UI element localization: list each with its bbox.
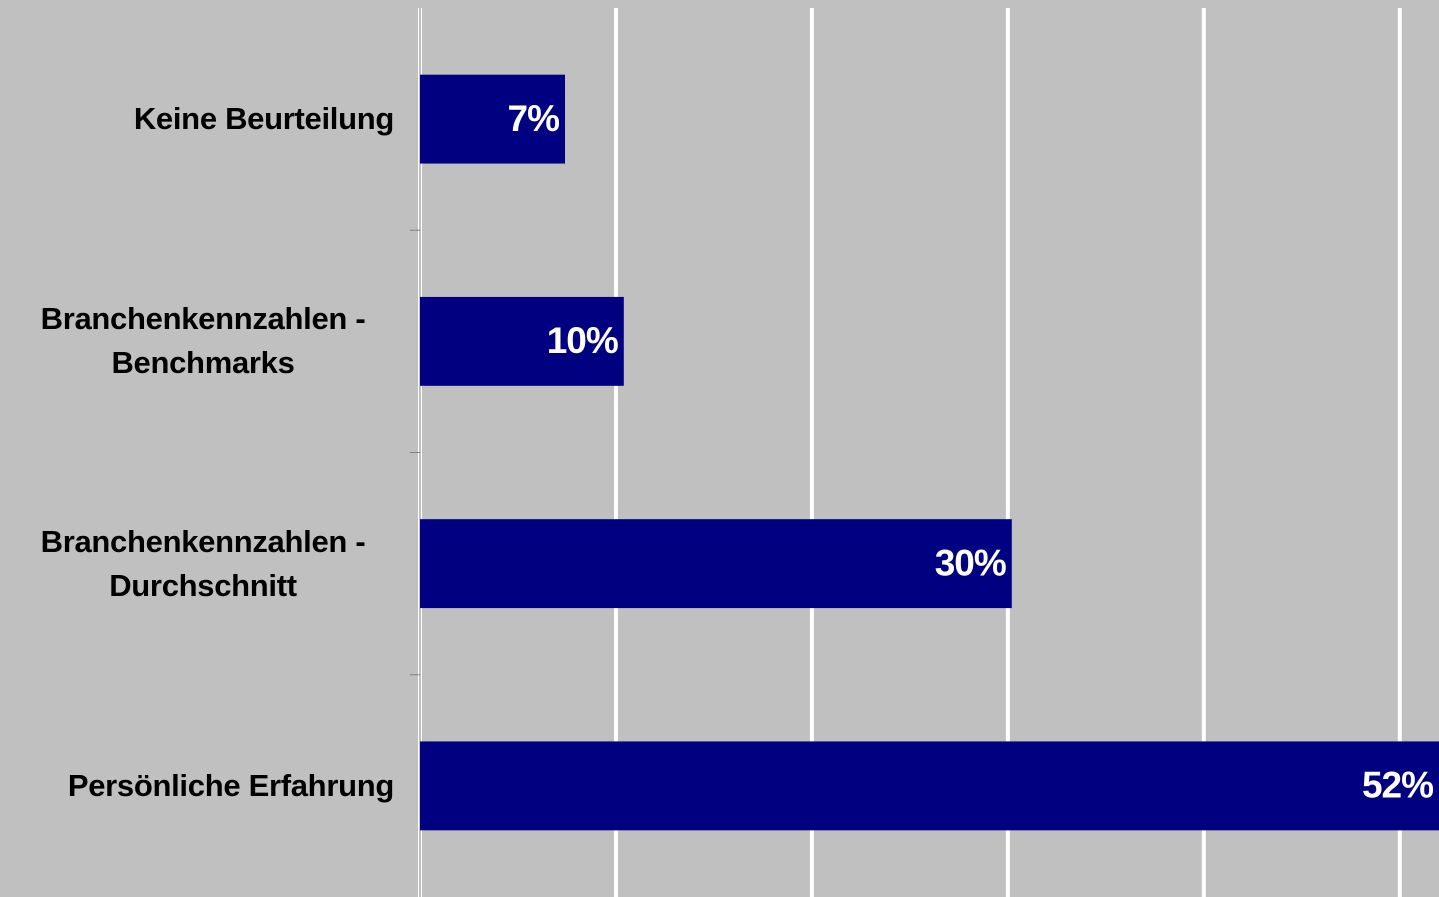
value-label: 52% <box>1362 765 1433 806</box>
category-label: Keine Beurteilung <box>0 97 394 141</box>
value-label: 10% <box>547 320 618 361</box>
category-label: Persönliche Erfahrung <box>0 764 394 808</box>
bar <box>420 519 1012 609</box>
value-label: 7% <box>508 98 560 139</box>
category-text: Branchenkennzahlen - Benchmarks <box>40 301 366 381</box>
category-text: Branchenkennzahlen - Durchschnitt <box>40 523 366 603</box>
category-label: Branchenkennzahlen - Benchmarks <box>0 297 394 385</box>
category-text: Persönliche Erfahrung <box>67 767 394 803</box>
category-text: Keine Beurteilung <box>133 101 394 137</box>
value-label: 30% <box>935 542 1006 583</box>
bar <box>420 741 1439 831</box>
bar <box>420 74 566 164</box>
category-label: Branchenkennzahlen - Durchschnitt <box>0 520 394 608</box>
bar <box>420 296 624 386</box>
